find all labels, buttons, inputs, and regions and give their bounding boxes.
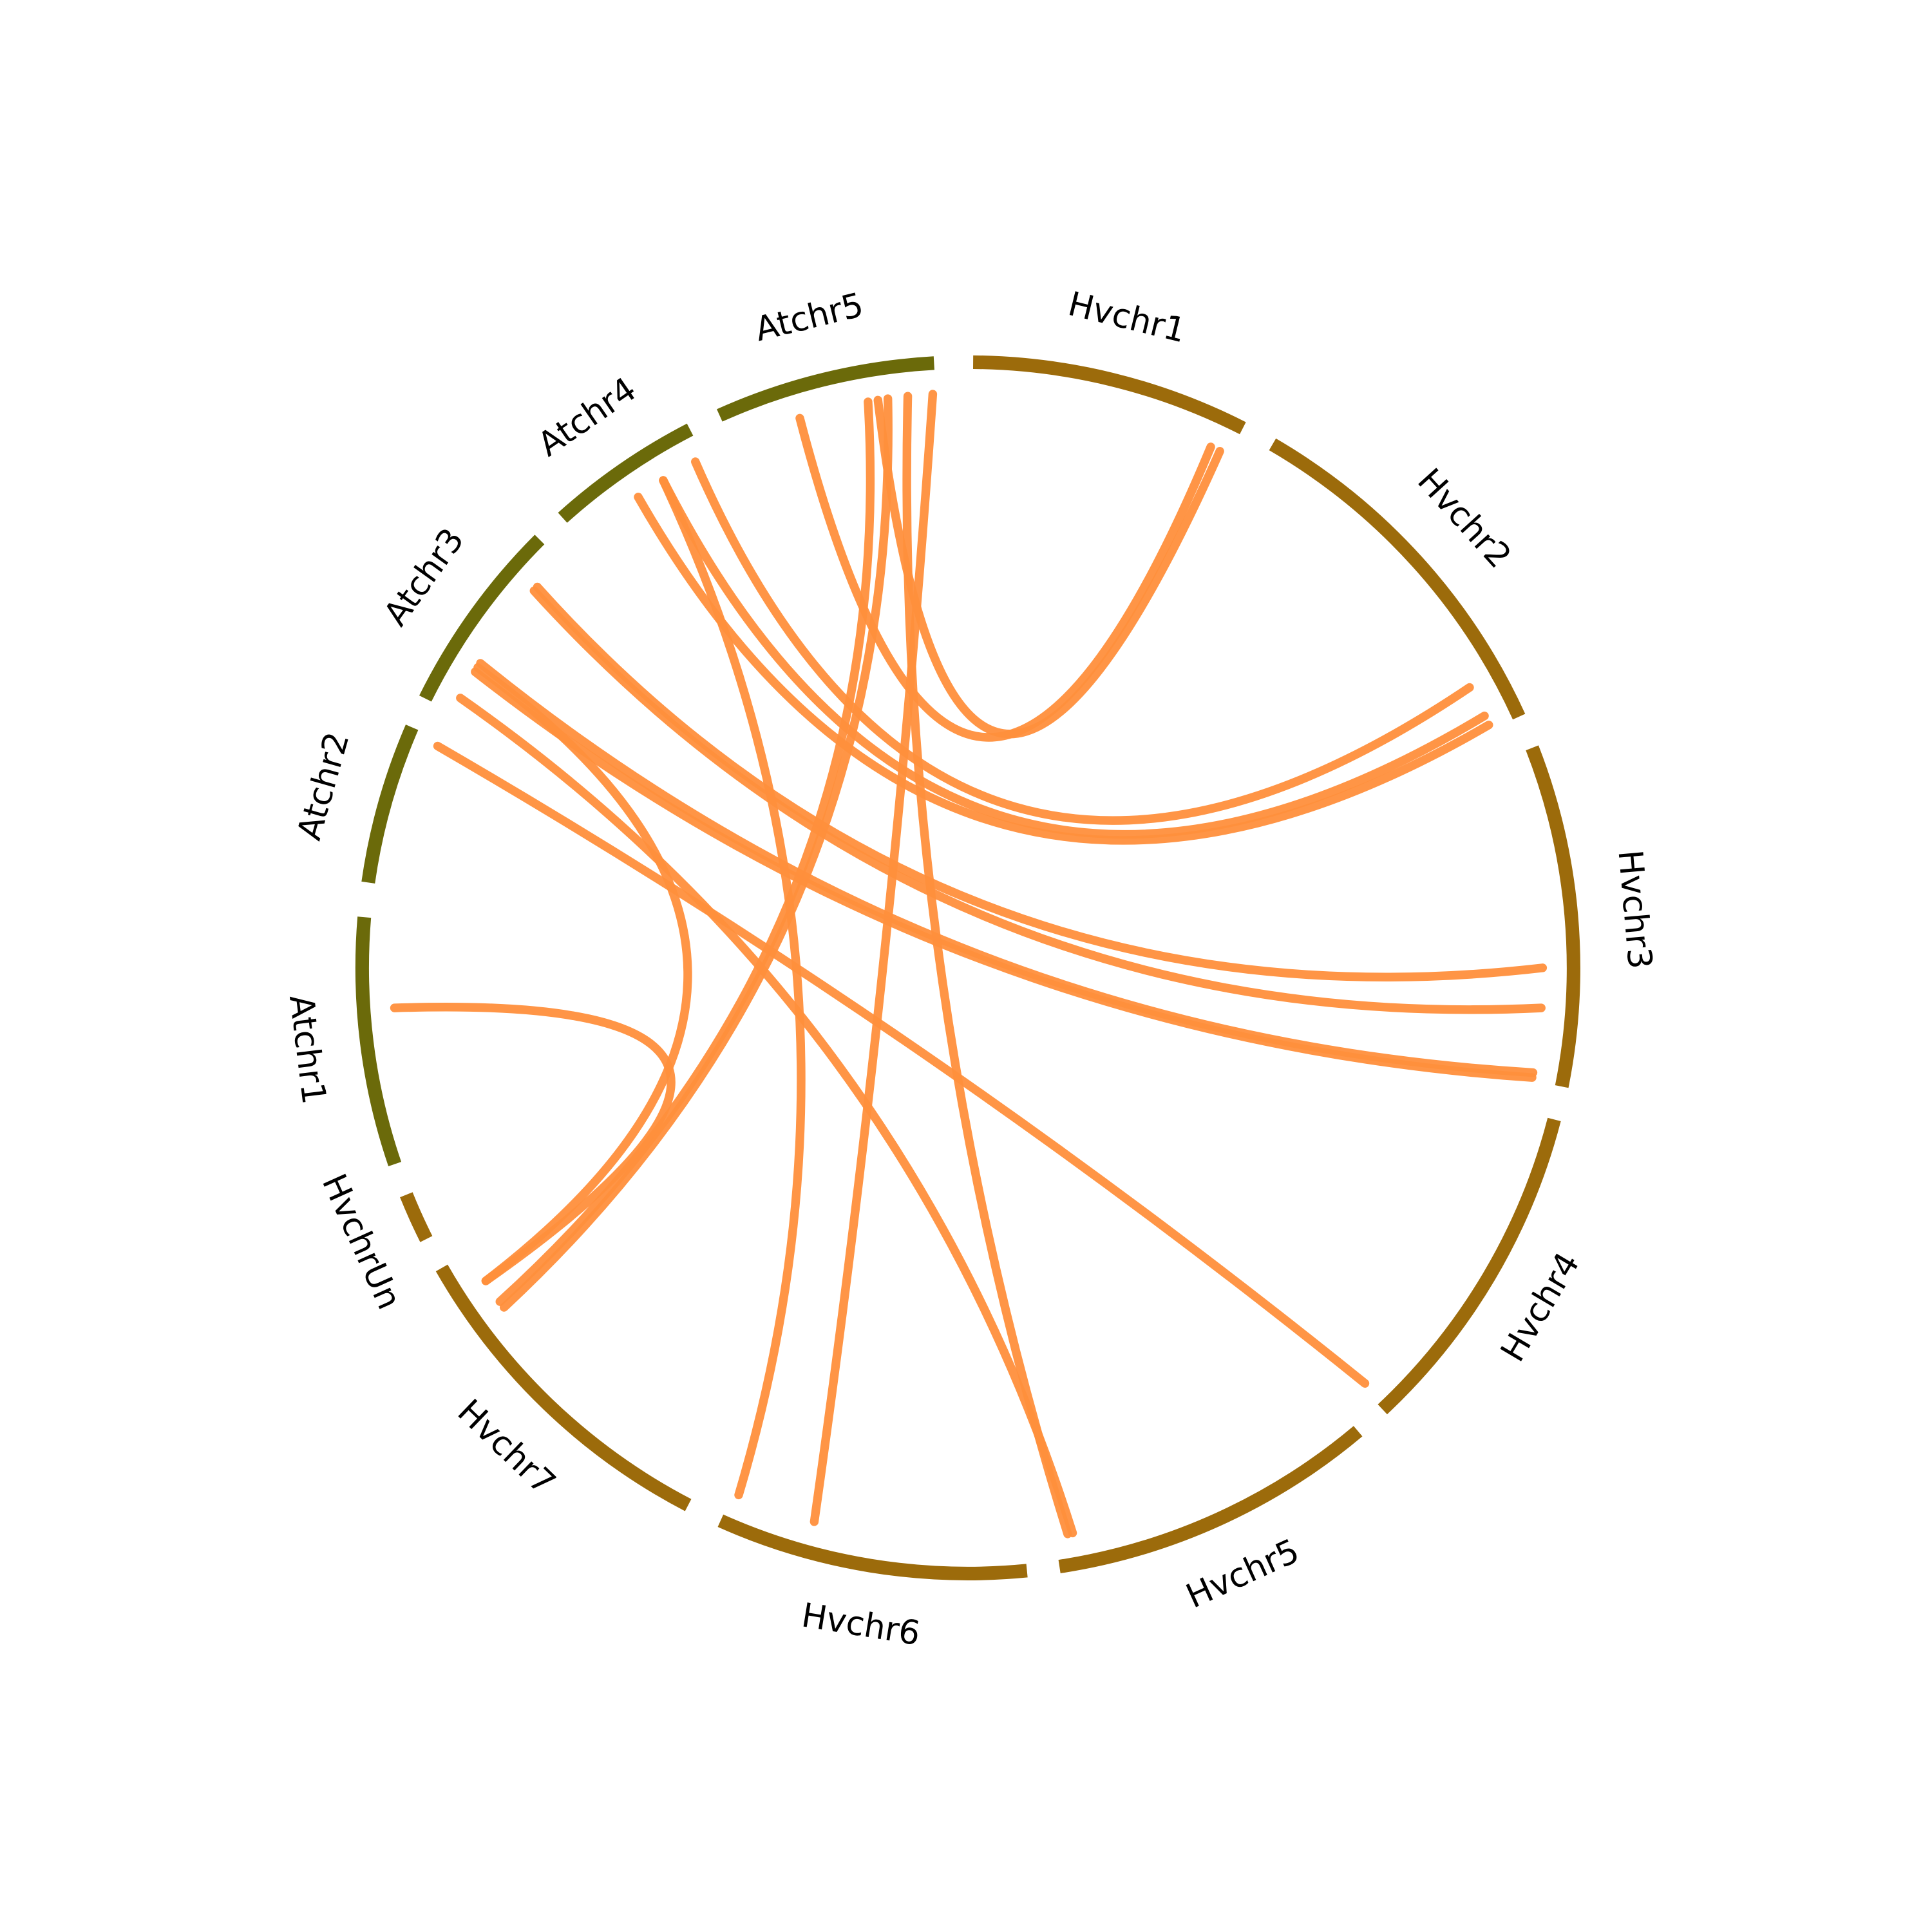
link xyxy=(473,663,692,1285)
segment-arc xyxy=(717,356,934,422)
segment-arc xyxy=(1058,1426,1363,1573)
segment-arc xyxy=(435,1264,692,1511)
link xyxy=(433,741,1370,1388)
segment-label: Hvchr3 xyxy=(1610,848,1659,971)
segment-arc xyxy=(558,423,694,523)
segment-label: Atchr4 xyxy=(531,370,643,464)
link xyxy=(495,397,875,1306)
segment-arc xyxy=(400,1192,433,1242)
link xyxy=(659,476,806,1500)
link xyxy=(902,392,1072,1539)
segment-arc xyxy=(972,355,1246,435)
links xyxy=(390,390,1548,1539)
link xyxy=(659,476,1489,839)
link xyxy=(456,694,1077,1538)
segment-label: Atchr5 xyxy=(752,286,867,350)
link xyxy=(691,457,1474,825)
segment-label: Atchr3 xyxy=(377,522,472,633)
segment-arc xyxy=(361,724,419,884)
link xyxy=(795,413,1215,742)
segment-label: Atchr2 xyxy=(290,728,357,844)
segment-label: HvchrUn xyxy=(314,1168,408,1315)
segment-label: Hvchr4 xyxy=(1493,1246,1587,1368)
link xyxy=(533,582,1548,981)
segments: Hvchr1 Hvchr2 Hvchr3 Hvchr4 Hvchr5 Hvchr6 Hvch… xyxy=(281,285,1659,1653)
link xyxy=(810,390,938,1526)
link xyxy=(499,394,893,1312)
segment-label: Hvchr5 xyxy=(1180,1531,1305,1616)
segment-arc xyxy=(355,916,402,1166)
segment-label: Hvchr1 xyxy=(1065,285,1189,350)
segment-label: Hvchr2 xyxy=(1410,462,1519,576)
segment-arc xyxy=(419,535,545,702)
segment-label: Atchr1 xyxy=(281,992,333,1106)
segment-label: Hvchr6 xyxy=(799,1596,923,1653)
segment-arc xyxy=(1526,745,1580,1088)
segment-arc xyxy=(717,1514,1028,1580)
link xyxy=(529,586,1546,1014)
segment-arc xyxy=(1378,1117,1561,1415)
segment-arc xyxy=(1269,438,1526,720)
link xyxy=(476,659,1538,1077)
link xyxy=(634,493,1493,845)
